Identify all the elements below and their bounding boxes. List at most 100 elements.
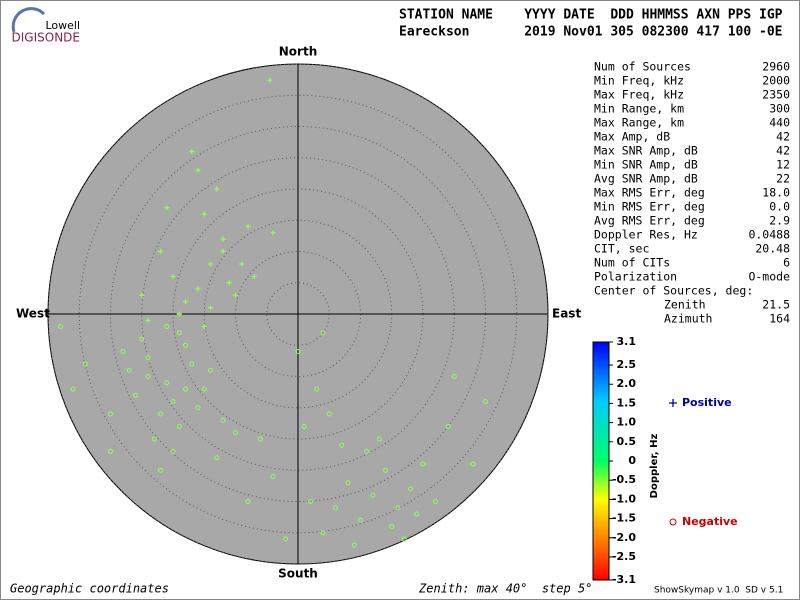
stat-label: Min RMS Err, deg xyxy=(594,200,705,214)
header-line: Eareckson 2019 Nov01 305 082300 417 100 … xyxy=(399,25,783,40)
colorbar-tick-label: 2.0 xyxy=(617,377,637,390)
colorbar-tick-label: -2.0 xyxy=(612,531,636,544)
logo-top: Lowell xyxy=(45,19,80,32)
colorbar xyxy=(592,341,610,581)
point-negative xyxy=(389,524,395,529)
legend-marker xyxy=(669,518,677,526)
point-negative xyxy=(108,449,113,454)
point-negative xyxy=(120,349,126,354)
stat-value: 2960 xyxy=(762,60,790,74)
point-negative xyxy=(414,511,420,517)
stat-value: O-mode xyxy=(748,270,790,284)
stat-label: Avg RMS Err, deg xyxy=(594,214,705,228)
point-positive xyxy=(183,299,188,304)
point-positive xyxy=(164,205,170,211)
point-positive xyxy=(208,261,213,267)
point-negative xyxy=(145,355,151,361)
stat-value: 42 xyxy=(776,130,790,144)
stat-label: Avg SNR Amp, dB xyxy=(594,172,698,186)
colorbar-tick-label: -1.0 xyxy=(612,492,636,505)
stat-value: 300 xyxy=(769,102,790,116)
point-negative xyxy=(270,474,276,479)
point-positive xyxy=(267,77,273,83)
stat-value: 21.5 xyxy=(762,298,790,312)
point-negative xyxy=(445,424,451,429)
stat-label: Num of CITs xyxy=(594,256,670,270)
point-negative xyxy=(376,436,382,442)
point-positive xyxy=(158,249,163,254)
colorbar-tick-label: 1.0 xyxy=(617,416,637,429)
point-negative xyxy=(408,486,413,492)
point-negative xyxy=(133,392,138,398)
point-negative xyxy=(170,399,176,404)
point-negative xyxy=(420,461,426,467)
point-negative xyxy=(164,324,170,329)
colorbar-tick-label: -0.5 xyxy=(612,473,636,486)
point-negative xyxy=(395,505,401,511)
point-negative xyxy=(333,505,338,511)
point-positive xyxy=(189,149,195,154)
point-positive xyxy=(170,274,176,279)
point-negative xyxy=(314,386,320,392)
stat-label: Max SNR Amp, dB xyxy=(594,144,698,158)
stat-label: Min SNR Amp, dB xyxy=(594,158,698,172)
stat-label: Min Range, km xyxy=(594,102,684,116)
colorbar-label: Doppler, Hz xyxy=(649,434,660,499)
stat-label: Doppler Res, Hz xyxy=(594,228,698,242)
point-negative xyxy=(151,436,157,442)
point-positive xyxy=(220,249,226,254)
stat-value: 2350 xyxy=(762,88,790,102)
point-negative xyxy=(183,342,188,348)
point-negative xyxy=(83,361,88,367)
point-negative xyxy=(70,386,76,392)
point-positive xyxy=(220,236,226,242)
point-positive xyxy=(233,292,238,298)
point-negative xyxy=(301,424,307,429)
point-negative xyxy=(201,386,207,392)
point-negative xyxy=(326,411,332,417)
stat-value: 164 xyxy=(769,312,790,326)
direction-label: West xyxy=(16,307,50,321)
stat-label: Max Freq, kHz xyxy=(594,88,684,102)
point-positive xyxy=(214,186,220,192)
colorbar-tick-label: 2.5 xyxy=(617,358,637,371)
legend-label: Positive xyxy=(682,396,732,409)
point-negative xyxy=(139,336,145,342)
stat-value: 42 xyxy=(776,144,790,158)
point-negative xyxy=(108,411,113,417)
stat-label: Center of Sources, deg: xyxy=(594,284,753,298)
point-negative xyxy=(233,430,238,436)
stat-label: Num of Sources xyxy=(594,60,691,74)
stat-label: Max RMS Err, deg xyxy=(594,186,705,200)
point-negative xyxy=(320,530,326,536)
footer-left: Geographic coordinates xyxy=(10,582,169,596)
point-negative xyxy=(176,424,182,429)
point-negative xyxy=(320,330,326,336)
colorbar-tick-label: 0 xyxy=(628,454,636,467)
point-negative xyxy=(383,467,388,473)
logo-arc xyxy=(11,7,46,33)
point-positive xyxy=(145,317,151,323)
stat-label: Azimuth xyxy=(664,312,712,326)
legend-label: Negative xyxy=(682,515,738,528)
colorbar-tick-label: 1.5 xyxy=(617,396,637,409)
colorbar-tick-label: -1.5 xyxy=(612,512,636,525)
point-negative xyxy=(208,367,213,373)
point-negative xyxy=(158,467,163,473)
point-negative xyxy=(370,492,376,498)
stat-value: 0.0 xyxy=(769,200,790,214)
point-positive xyxy=(239,261,245,267)
stat-value: 12 xyxy=(776,158,790,172)
point-negative xyxy=(214,455,220,461)
stat-label: Polarization xyxy=(594,270,677,284)
colorbar-tick-label: 0.5 xyxy=(617,435,637,448)
point-positive xyxy=(251,274,257,279)
header-line: STATION NAME YYYY DATE DDD HHMMSS AXN PP… xyxy=(399,8,783,23)
stat-label: Max Range, km xyxy=(594,116,684,130)
point-negative xyxy=(258,436,263,442)
point-negative xyxy=(351,542,357,548)
point-negative xyxy=(245,499,251,504)
logo-bottom: DIGISONDE xyxy=(12,31,80,45)
point-positive xyxy=(176,311,182,317)
